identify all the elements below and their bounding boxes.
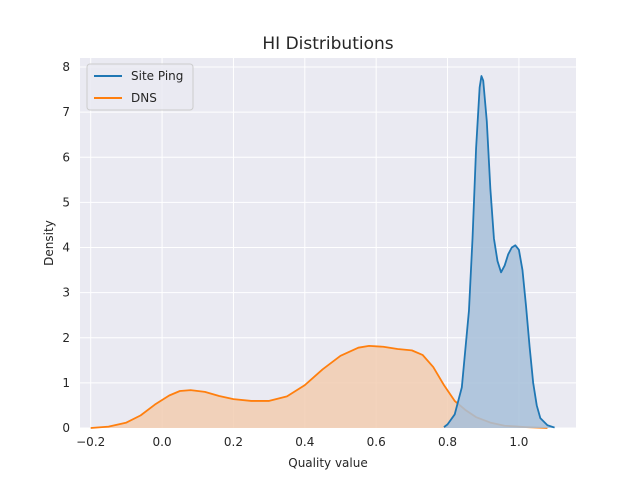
- area-dns: [90, 345, 548, 428]
- series-layer: [90, 75, 555, 429]
- legend: Site Ping DNS: [86, 63, 194, 111]
- area-site-ping: [443, 76, 555, 429]
- x-tick-label: 0.8: [438, 435, 457, 449]
- x-tick-label: 1.0: [509, 435, 528, 449]
- y-tick-label: 0: [62, 421, 70, 435]
- legend-label-site-ping: Site Ping: [131, 69, 183, 83]
- x-tick-label: 0.6: [367, 435, 386, 449]
- y-tick-label: 5: [62, 195, 70, 209]
- x-tick-label: −0.2: [76, 435, 105, 449]
- legend-label-dns: DNS: [131, 91, 157, 105]
- y-tick-label: 4: [62, 241, 70, 255]
- y-tick-label: 8: [62, 60, 70, 74]
- line-site-ping: [443, 75, 555, 429]
- x-tick-label: 0.4: [295, 435, 314, 449]
- y-tick-label: 1: [62, 376, 70, 390]
- y-tick-label: 6: [62, 150, 70, 164]
- y-tick-labels: 0 1 2 3 4 5 6 7 8: [62, 60, 70, 435]
- x-tick-labels: −0.2 0.0 0.2 0.4 0.6 0.8 1.0: [76, 435, 528, 449]
- y-tick-label: 2: [62, 331, 70, 345]
- y-tick-label: 3: [62, 286, 70, 300]
- y-tick-label: 7: [62, 105, 70, 119]
- y-axis-label: Density: [42, 220, 56, 266]
- x-tick-label: 0.2: [224, 435, 243, 449]
- chart-title: HI Distributions: [262, 34, 393, 54]
- x-axis-label: Quality value: [288, 456, 367, 470]
- x-tick-label: 0.0: [153, 435, 172, 449]
